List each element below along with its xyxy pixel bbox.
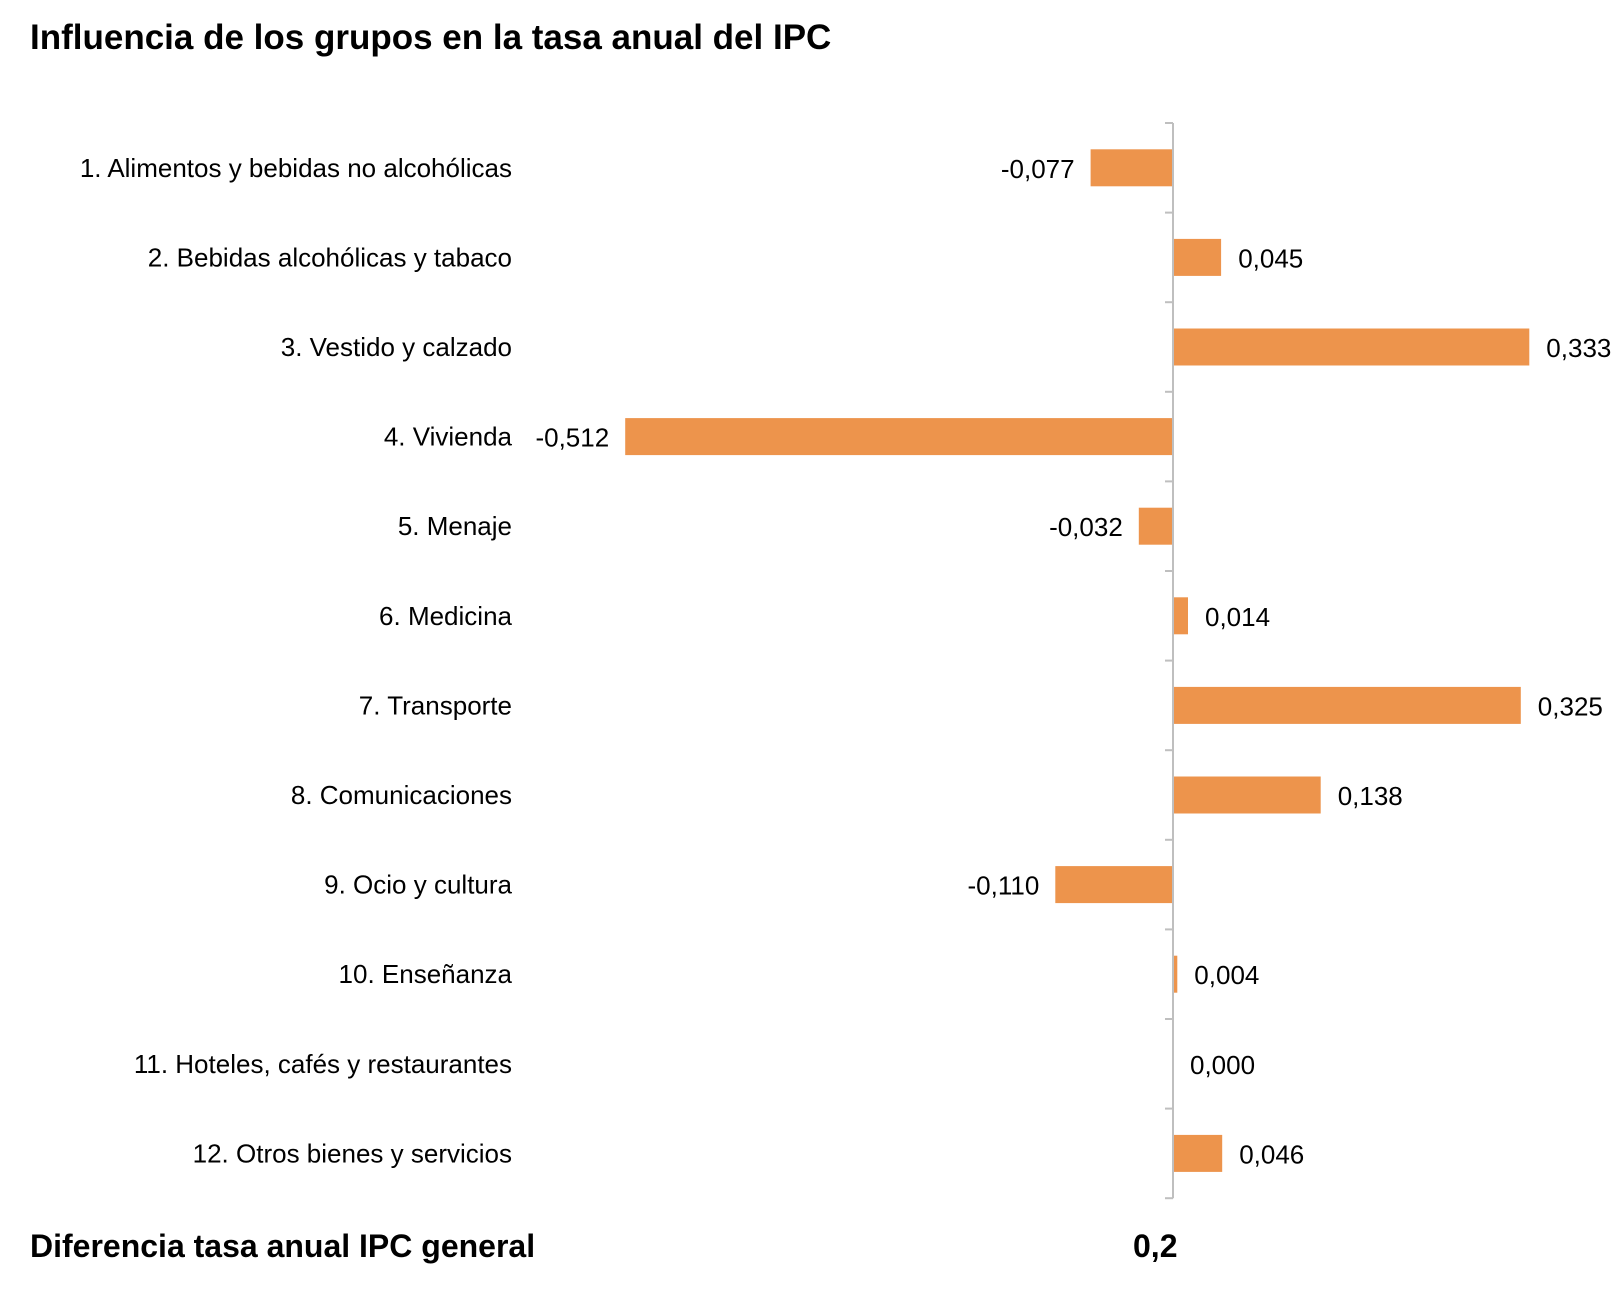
labels-layer: 1. Alimentos y bebidas no alcohólicas -0,… <box>80 153 1612 1170</box>
data-label: -0,110 <box>968 871 1040 901</box>
category-label: 1. Alimentos y bebidas no alcohólicas <box>80 153 512 183</box>
data-label: 0,000 <box>1190 1050 1255 1080</box>
category-label: 9. Ocio y cultura <box>324 870 512 900</box>
bar-6 <box>1173 597 1188 635</box>
bar-7 <box>1173 686 1521 724</box>
category-label: 8. Comunicaciones <box>291 780 512 810</box>
category-label: 11. Hoteles, cafés y restaurantes <box>134 1049 512 1079</box>
category-label: 5. Menaje <box>398 511 512 541</box>
bar-4 <box>625 418 1173 456</box>
category-label: 2. Bebidas alcohólicas y tabaco <box>148 242 512 272</box>
chart-title: Influencia de los grupos en la tasa anua… <box>30 18 832 57</box>
category-label: 10. Enseñanza <box>339 959 513 989</box>
bar-2 <box>1173 238 1222 276</box>
data-label: 0,004 <box>1194 960 1259 990</box>
ipc-difference-label: Diferencia tasa anual IPC general <box>30 1228 536 1264</box>
category-label: 4. Vivienda <box>384 422 513 452</box>
category-label: 7. Transporte <box>359 690 512 720</box>
bar-12 <box>1173 1134 1223 1172</box>
data-label: -0,032 <box>1049 512 1123 542</box>
data-label: -0,077 <box>1001 154 1075 184</box>
bar-9 <box>1055 866 1173 904</box>
bar-1 <box>1090 149 1173 187</box>
data-label: 0,046 <box>1239 1139 1304 1169</box>
category-label: 6. Medicina <box>379 601 512 631</box>
bar-5 <box>1138 507 1173 545</box>
bar-10 <box>1173 955 1178 993</box>
data-label: 0,333 <box>1546 333 1611 363</box>
category-axis <box>1165 122 1174 1200</box>
data-label: -0,512 <box>535 423 609 453</box>
data-label: 0,045 <box>1238 243 1303 273</box>
bars-layer <box>625 149 1530 1172</box>
category-label: 12. Otros bienes y servicios <box>193 1138 512 1168</box>
ipc-difference-value: 0,2 <box>1133 1228 1178 1264</box>
data-label: 0,014 <box>1205 602 1270 632</box>
bar-8 <box>1173 776 1321 814</box>
bar-3 <box>1173 328 1530 366</box>
category-label: 3. Vestido y calzado <box>281 332 512 362</box>
data-label: 0,325 <box>1538 691 1603 721</box>
data-label: 0,138 <box>1338 781 1403 811</box>
